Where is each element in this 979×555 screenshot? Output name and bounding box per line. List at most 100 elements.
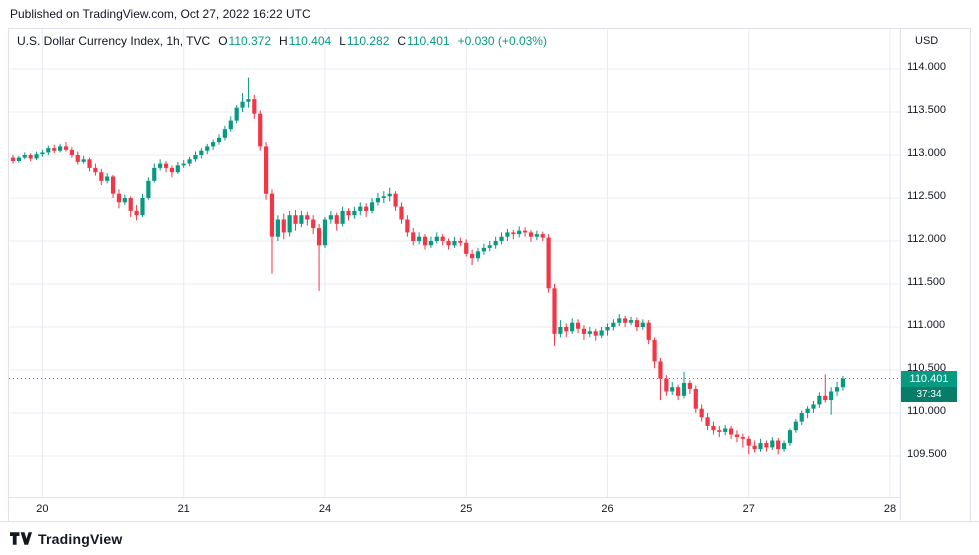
candle-body <box>781 443 787 450</box>
candle-body <box>63 146 69 150</box>
candle-body <box>758 443 763 450</box>
candle-body <box>252 99 257 114</box>
candle-body <box>823 395 828 401</box>
candle-body <box>587 331 592 334</box>
axis-currency-label: USD <box>915 35 939 47</box>
candle-body <box>640 322 645 327</box>
candle-body <box>10 157 16 162</box>
candle-body <box>22 155 27 158</box>
price-axis[interactable]: USD 110.401 37:34 114.000 113.500 113.000 1… <box>900 29 970 520</box>
candle-body <box>34 154 39 159</box>
price-tick-label: 111.500 <box>907 276 946 288</box>
candle-body <box>393 193 398 207</box>
candle-body <box>481 247 486 252</box>
candle-body <box>511 232 516 235</box>
candle-body <box>499 236 504 241</box>
candle-body <box>158 163 163 168</box>
time-tick-label: 24 <box>318 503 332 515</box>
candle-body <box>623 318 628 323</box>
candle-body <box>140 198 145 216</box>
time-axis[interactable]: 20 21 24 25 26 27 28 <box>9 497 900 520</box>
footer-separator <box>0 521 979 522</box>
price-tick-label: 113.500 <box>907 104 946 116</box>
candle-body <box>505 232 510 237</box>
candle-body <box>340 210 345 224</box>
candle-body <box>99 172 104 181</box>
candle-body <box>381 196 386 198</box>
candle-body <box>652 339 657 362</box>
candle-body <box>387 193 392 197</box>
candle-body <box>611 322 616 327</box>
price-chart-canvas[interactable] <box>9 29 900 497</box>
candle-body <box>634 320 640 327</box>
candle-body <box>40 152 45 155</box>
price-tick-label: 109.500 <box>907 448 947 460</box>
candle-body <box>493 241 498 246</box>
candle-body <box>717 430 722 432</box>
candle-body <box>134 210 139 216</box>
candle-body <box>740 437 745 439</box>
candle-body <box>234 107 239 121</box>
candle-body <box>81 159 86 162</box>
candle-body <box>575 322 581 329</box>
candle-body <box>475 251 481 259</box>
candle-body <box>664 378 669 392</box>
candle-body <box>440 236 445 241</box>
candle-body <box>840 378 846 388</box>
candle-body <box>546 237 551 289</box>
candle-body <box>776 440 781 450</box>
candle-body <box>405 219 410 233</box>
chart-widget: U.S. Dollar Currency Index, 1h, TVC O 110… <box>8 28 971 521</box>
candle-body <box>540 234 545 238</box>
candle-body <box>287 215 292 233</box>
candle-body <box>658 361 663 379</box>
time-tick-label: 25 <box>460 503 473 515</box>
candle-body <box>711 425 716 431</box>
candle-body <box>446 241 451 246</box>
candle-body <box>187 159 192 164</box>
candle-body <box>269 193 275 237</box>
candle-body <box>199 150 204 155</box>
candle-body <box>811 404 816 409</box>
candle-body <box>752 445 757 450</box>
candle-body <box>57 146 63 151</box>
candle-body <box>69 149 74 155</box>
candle-body <box>163 163 169 168</box>
last-price-badge: 110.401 37:34 <box>901 370 957 402</box>
candle-body <box>422 236 428 246</box>
candle-body <box>28 155 33 159</box>
candle-body <box>699 408 704 418</box>
candle-body <box>258 113 263 147</box>
candle-body <box>723 428 728 432</box>
candle-body <box>617 318 622 323</box>
candle-body <box>222 129 227 138</box>
candle-body <box>670 387 675 392</box>
candle-body <box>316 228 322 246</box>
candle-body <box>169 167 175 173</box>
time-tick-label: 28 <box>883 503 897 515</box>
bar-countdown: 37:34 <box>901 386 957 402</box>
candle-body <box>246 99 251 102</box>
price-tick-label: 114.000 <box>907 61 946 73</box>
last-price-value: 110.401 <box>901 370 957 387</box>
candle-body <box>770 440 775 448</box>
candle-body <box>734 434 740 438</box>
candle-body <box>263 146 269 194</box>
candle-body <box>358 206 363 211</box>
candle-body <box>593 331 598 336</box>
candle-body <box>793 421 798 431</box>
candle-body <box>105 176 110 181</box>
tradingview-logo[interactable]: TradingView <box>10 531 122 547</box>
candle-body <box>817 395 822 405</box>
candle-body <box>728 428 734 435</box>
candle-body <box>322 219 328 246</box>
candle-body <box>334 215 339 224</box>
candle-body <box>181 163 186 166</box>
candle-body <box>110 176 116 194</box>
candle-body <box>216 137 222 143</box>
time-tick-label: 26 <box>601 503 614 515</box>
candle-body <box>464 242 469 254</box>
candle-body <box>46 148 51 153</box>
candle-body <box>211 142 216 147</box>
candle-body <box>452 241 457 246</box>
